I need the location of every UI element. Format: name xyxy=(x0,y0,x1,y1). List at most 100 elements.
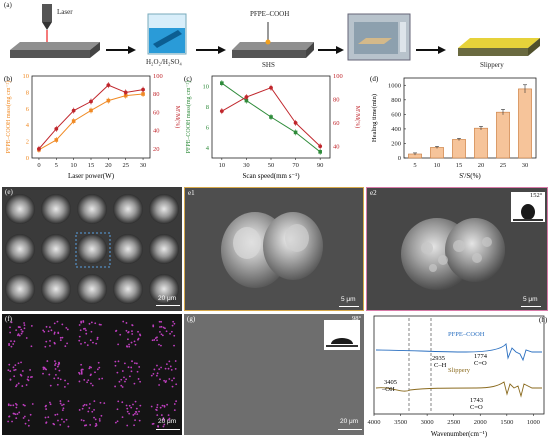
eds-dot xyxy=(119,333,122,336)
bar xyxy=(518,88,532,159)
eds-dot xyxy=(20,361,22,364)
panel-e2-tag: e2 xyxy=(370,189,377,197)
eds-dot xyxy=(56,320,59,323)
eds-dot xyxy=(9,326,11,329)
eds-dot xyxy=(152,325,155,328)
eds-dot xyxy=(174,360,177,362)
eds-dot xyxy=(97,361,100,364)
eds-dot xyxy=(18,411,21,414)
eds-dot xyxy=(59,400,62,402)
eds-dot xyxy=(67,382,69,385)
eds-dot xyxy=(80,371,83,374)
eds-dot xyxy=(115,330,117,333)
eds-dot xyxy=(163,423,166,426)
laser-label: Laser xyxy=(57,8,73,16)
x-tick-label: 10 xyxy=(70,162,77,169)
eds-dot xyxy=(132,414,135,416)
eds-dot xyxy=(171,324,174,327)
eds-dot xyxy=(128,343,130,346)
data-point xyxy=(106,98,111,103)
eds-dot xyxy=(162,425,165,428)
eds-dot xyxy=(83,379,86,381)
sem-image-g: (g) 98° 20 μm xyxy=(184,314,364,435)
eds-dot xyxy=(81,407,84,410)
eds-dot xyxy=(56,365,59,368)
eds-dot xyxy=(171,379,173,382)
eds-dot xyxy=(123,376,125,379)
eds-dot xyxy=(20,328,23,331)
eds-dot xyxy=(80,343,82,345)
eds-dot xyxy=(163,379,166,382)
y-left-tick-label: 8 xyxy=(206,104,209,111)
eds-dot xyxy=(114,385,116,388)
eds-dot xyxy=(9,378,12,381)
eds-dot xyxy=(171,385,174,388)
eds-dot xyxy=(157,425,160,428)
eds-dot xyxy=(67,400,70,403)
data-point xyxy=(141,92,145,96)
eds-dot xyxy=(21,370,24,372)
eds-dot xyxy=(173,334,176,337)
eds-dot xyxy=(62,403,65,406)
b-ylabel-right: M'/M(%) xyxy=(174,106,181,128)
eds-dot xyxy=(56,413,59,416)
c-ylabel-left: PFPE–COOH mass(mg cm⁻²) xyxy=(185,81,192,154)
eds-dot xyxy=(155,408,157,411)
eds-dot xyxy=(128,412,131,415)
b-xlabel: Laser power(W) xyxy=(68,172,115,180)
eds-dot xyxy=(169,365,172,368)
eds-dot xyxy=(96,368,99,371)
eds-dot xyxy=(118,380,121,383)
eds-dot xyxy=(59,339,62,342)
eds-dot xyxy=(135,411,138,413)
eds-dot xyxy=(78,409,81,411)
eds-dot xyxy=(57,332,60,335)
eds-dot xyxy=(167,418,170,421)
eds-dot xyxy=(164,327,166,330)
eds-dot xyxy=(93,416,95,419)
x-tick-label: 50 xyxy=(268,162,275,169)
chart-c: (c) 10 30 50 70 90 4 6 8 10 40 60 80 100 Scan speed(… xyxy=(184,73,361,180)
data-point xyxy=(123,93,128,98)
eds-dot xyxy=(10,321,13,324)
eds-dot xyxy=(86,381,89,384)
eds-dot xyxy=(78,339,81,342)
laser-pit xyxy=(149,274,179,304)
x-tick-label: 5 xyxy=(413,162,416,169)
eds-dot xyxy=(153,339,156,341)
eds-dot xyxy=(48,401,51,404)
eds-dot xyxy=(45,325,48,328)
y-left-tick-label: 10 xyxy=(23,73,30,80)
data-point xyxy=(123,90,128,95)
eds-dot xyxy=(153,368,156,371)
eds-dot xyxy=(116,420,119,423)
eds-dot xyxy=(125,378,128,381)
panel-d-tag: (d) xyxy=(370,75,379,83)
eds-dot xyxy=(134,412,136,415)
eds-dot xyxy=(175,383,178,386)
data-point xyxy=(54,126,59,131)
x-tick-label: 30 xyxy=(243,162,250,169)
eds-dot xyxy=(173,403,176,405)
eds-dot xyxy=(49,344,51,347)
eds-dot xyxy=(158,343,160,346)
eds-dot xyxy=(98,366,101,369)
eds-dot xyxy=(167,367,170,370)
panel-a-tag: (a) xyxy=(4,1,12,9)
eds-dot xyxy=(57,363,60,366)
eds-dot xyxy=(158,368,161,371)
data-point xyxy=(106,83,111,88)
eds-dot xyxy=(84,341,86,344)
eds-dot xyxy=(9,370,12,373)
h-ann-1743: 1743 xyxy=(470,397,483,404)
eds-dot xyxy=(152,422,155,425)
eds-dot xyxy=(116,371,119,374)
eds-dot xyxy=(54,362,57,365)
laser-pit xyxy=(113,234,143,264)
g-scale-label: 20 μm xyxy=(340,418,359,425)
eds-dot xyxy=(78,324,81,326)
eds-dot xyxy=(155,374,158,377)
eds-dot xyxy=(12,343,15,345)
eds-dot xyxy=(57,377,60,380)
eds-dot xyxy=(164,381,167,384)
